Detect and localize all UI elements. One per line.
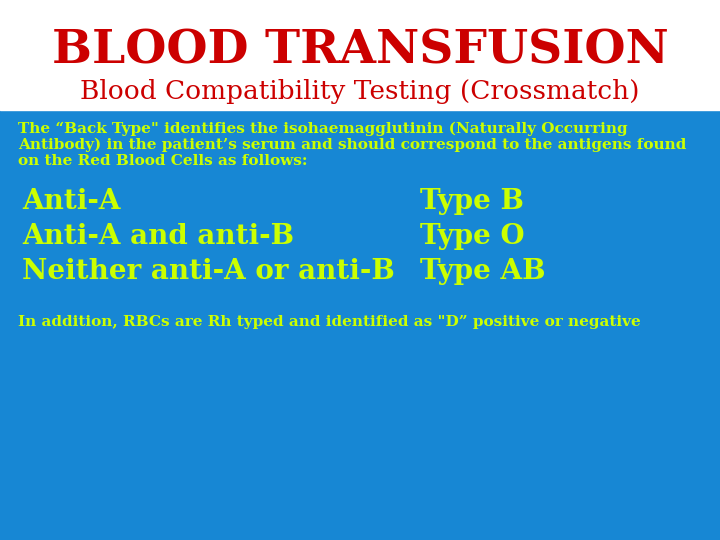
Text: Type AB: Type AB [420,258,546,285]
Bar [0,0,720,110]
Text: Type B: Type B [420,188,524,215]
Text: on the Red Blood Cells as follows:: on the Red Blood Cells as follows: [18,153,307,167]
Text: The “Back Type" identifies the isohaemagglutinin (Naturally Occurring: The “Back Type" identifies the isohaemag… [18,122,628,136]
Text: In addition, RBCs are Rh typed and identified as "D” positive or negative: In addition, RBCs are Rh typed and ident… [18,315,641,329]
Text: Anti-A and anti-B: Anti-A and anti-B [22,223,294,250]
Bar [0,110,720,540]
Text: Type O: Type O [420,223,525,250]
Text: Neither anti-A or anti-B: Neither anti-A or anti-B [22,258,395,285]
Text: BLOOD TRANSFUSION: BLOOD TRANSFUSION [52,27,668,73]
Text: Anti-A: Anti-A [22,188,120,215]
Text: Antibody) in the patient’s serum and should correspond to the antigens found: Antibody) in the patient’s serum and sho… [18,138,686,152]
Text: Blood Compatibility Testing (Crossmatch): Blood Compatibility Testing (Crossmatch) [80,79,640,105]
